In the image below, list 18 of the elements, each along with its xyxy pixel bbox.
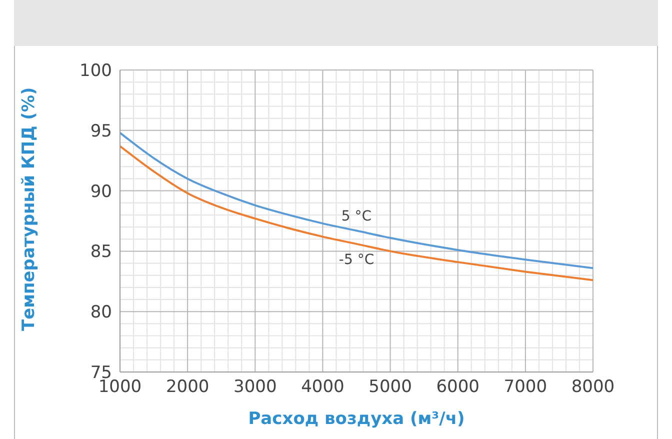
y-tick-label: 100 [80, 61, 112, 82]
y-tick-label: 85 [90, 242, 112, 262]
x-tick-label: 6000 [436, 377, 480, 398]
x-tick-label: 2000 [166, 377, 210, 398]
x-tick-label: 7000 [504, 377, 548, 398]
x-axis-title: Расход воздуха (м³/ч) [248, 409, 465, 429]
y-tick-label: 95 [90, 121, 112, 142]
y-tick-label: 80 [90, 302, 112, 323]
x-tick-label: 4000 [301, 377, 344, 398]
line-series [120, 132, 593, 270]
line-series [120, 145, 593, 282]
x-tick-label: 8000 [571, 377, 615, 398]
x-tick-label: 5000 [368, 377, 412, 398]
series-label: -5 °C [338, 252, 374, 268]
y-axis-title: Температурный КПД (%) [19, 87, 40, 331]
y-tick-label: 90 [90, 182, 112, 202]
series-label: 5 °C [341, 208, 372, 225]
x-tick-label: 3000 [234, 377, 277, 398]
